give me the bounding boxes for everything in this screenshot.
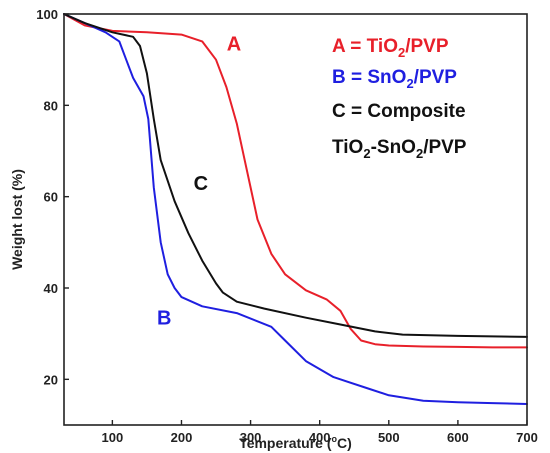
x-tick-label: 200 xyxy=(171,430,193,445)
x-tick-label: 300 xyxy=(240,430,262,445)
series-c-label: C xyxy=(194,173,208,195)
legend-text-part: 2 xyxy=(406,76,413,91)
y-tick-label: 80 xyxy=(44,98,58,113)
series-a-label: A xyxy=(227,34,241,56)
x-axis-label: Temperature (oC) xyxy=(239,434,352,451)
x-tick-label: 400 xyxy=(309,430,331,445)
legend-text-part: -SnO xyxy=(371,137,416,158)
y-tick-label: 20 xyxy=(44,372,58,387)
legend-text-part: 2 xyxy=(363,146,370,161)
y-tick-label: 40 xyxy=(44,281,58,296)
legend-text-part: B = SnO xyxy=(332,67,406,88)
series-b-line xyxy=(63,13,528,405)
legend-text-part: /PVP xyxy=(414,67,458,88)
legend-text-part: C = Composite xyxy=(332,101,466,122)
curve-labels: A B C xyxy=(157,34,241,330)
series-layer xyxy=(63,13,528,405)
legend-text-part: 2 xyxy=(398,45,405,60)
legend-entry-a: A = TiO2/PVP xyxy=(332,36,449,60)
legend-text-part: /PVP xyxy=(423,137,467,158)
legend-text-part: TiO xyxy=(332,137,363,158)
legend-text-part: 2 xyxy=(416,146,423,161)
legend-text-part: A = TiO xyxy=(332,36,398,57)
legend-text-part: /PVP xyxy=(405,36,449,57)
y-axis-label: Weight lost (%) xyxy=(9,169,25,270)
legend-entry-c: C = Composite xyxy=(332,101,466,122)
legend-entry-b: B = SnO2/PVP xyxy=(332,67,457,91)
x-tick-label: 500 xyxy=(378,430,400,445)
plot-frame xyxy=(63,13,528,426)
x-axis-label-degree: o xyxy=(332,434,338,444)
x-tick-label: 700 xyxy=(516,430,538,445)
series-b-label: B xyxy=(157,308,171,330)
y-tick-label: 100 xyxy=(36,7,58,22)
legend-entry-c2: TiO2-SnO2/PVP xyxy=(332,137,467,161)
y-tick-label: 60 xyxy=(44,190,58,205)
axis-ticks: 100 200 300 400 500 600 700 20 40 60 80 100 xyxy=(36,7,538,445)
x-tick-label: 600 xyxy=(447,430,469,445)
series-c-line xyxy=(63,13,528,338)
series-a-line xyxy=(63,13,528,349)
x-tick-label: 100 xyxy=(102,430,124,445)
x-axis-label-main: Temperature ( xyxy=(239,435,332,451)
x-axis-label-unit: C) xyxy=(337,435,352,451)
